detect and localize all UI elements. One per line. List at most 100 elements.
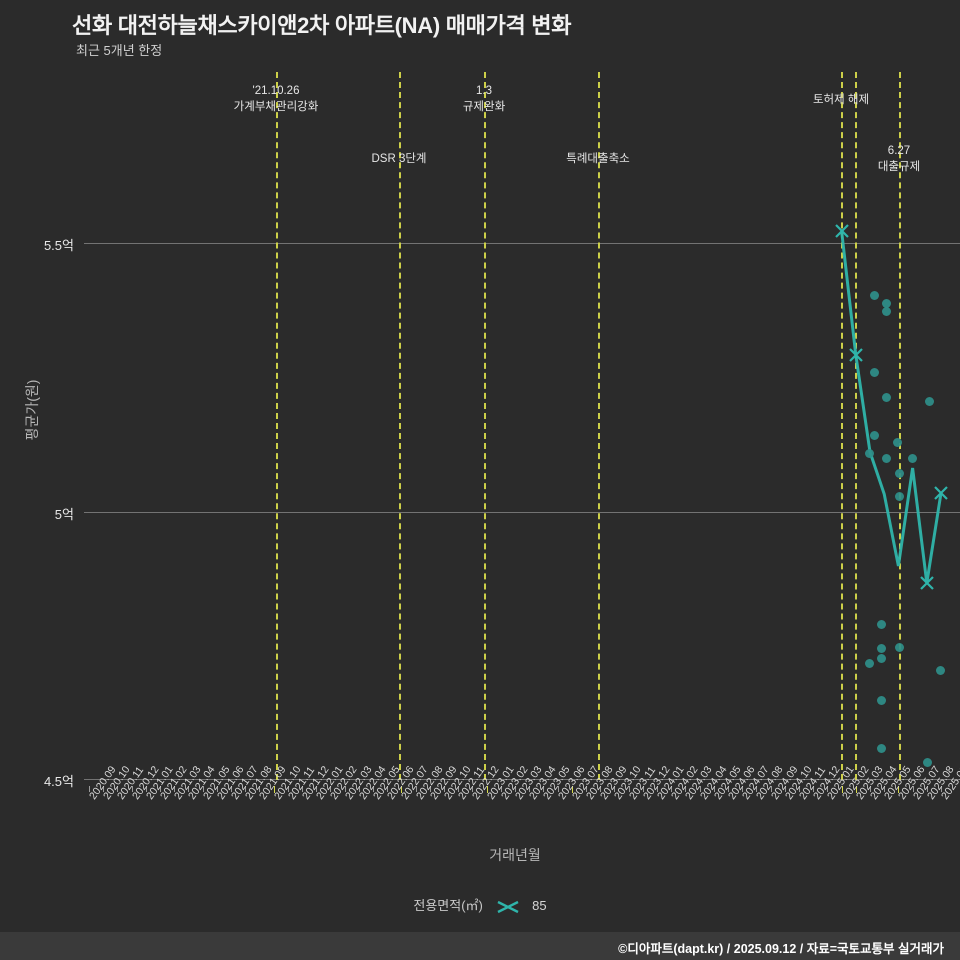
x-tick: [515, 786, 516, 792]
x-tick: [926, 786, 928, 792]
scatter-point: [894, 468, 904, 478]
annotation-label-ann-627-loan: 6.27 대출규제: [809, 144, 960, 175]
annotation-label-ann-household-debt: '21.10.26 가계부채관리강화: [186, 84, 366, 115]
x-tick: [941, 786, 942, 792]
x-tick: [713, 786, 715, 792]
annotation-text: 대출규제: [877, 160, 921, 173]
scatter-point: [869, 430, 879, 440]
x-tick: [103, 786, 105, 792]
x-tick: [373, 786, 374, 792]
scatter-point: [924, 396, 934, 406]
x-tick: [813, 786, 815, 792]
scatter-point: [935, 665, 945, 675]
legend: 전용면적(㎡) 85: [0, 895, 960, 915]
scatter-point: [869, 367, 879, 377]
x-tick: [472, 786, 474, 792]
x-tick: [770, 786, 772, 792]
x-tick: [302, 786, 303, 792]
page-title: 선화 대전하늘채스카이앤2차 아파트(NA) 매매가격 변화: [72, 13, 572, 38]
scatter-point: [907, 453, 917, 463]
gridline: [84, 779, 960, 780]
x-tick: [387, 786, 389, 792]
x-tick: [784, 786, 786, 792]
scatter-point: [876, 695, 886, 705]
scatter-point: [922, 757, 932, 767]
annotation-line-ann-dsr3: [399, 72, 401, 780]
annotation-text: 토허제 해제: [812, 94, 870, 106]
x-tick: [657, 786, 658, 792]
annotation-label-ann-loan-reduce: 특례대출축소: [508, 152, 688, 168]
y-tick-label: 4.5억: [43, 774, 74, 789]
scatter-point: [864, 658, 874, 668]
x-tick: [401, 786, 403, 793]
annotation-line-ann-627-loan: [899, 72, 901, 780]
x-marker-icon: [496, 900, 519, 913]
annotation-text: 가계부채관리강화: [233, 100, 319, 113]
x-tick: [188, 786, 190, 792]
x-tick: [742, 786, 744, 792]
annotation-line-ann-toheoje-release: [841, 72, 843, 780]
y-axis-title: 평균가(원): [24, 379, 40, 441]
x-tick: [89, 786, 90, 792]
scatter-point: [881, 298, 891, 308]
y-tick-label: 5.5억: [43, 238, 74, 253]
x-tick: [316, 786, 318, 792]
scatter-point: [876, 619, 886, 629]
annotation-date: 6.27: [887, 145, 911, 157]
scatter-point: [876, 643, 886, 653]
x-tick: [557, 786, 559, 792]
x-tick: [699, 786, 701, 792]
x-tick: [344, 786, 346, 792]
x-tick: [231, 786, 232, 792]
x-axis-title: 거래년월: [489, 847, 541, 863]
x-tick: [486, 786, 488, 793]
scatter-point: [876, 653, 886, 663]
x-tick: [429, 786, 431, 792]
scatter-point: [881, 453, 891, 463]
x-tick: [500, 786, 502, 792]
footer-bar: [0, 932, 960, 960]
x-tick: [799, 786, 800, 792]
x-tick: [117, 786, 119, 792]
annotation-label-ann-dsr3: DSR 3단계: [309, 152, 489, 168]
annotation-date: '21.10.26: [252, 85, 300, 97]
x-tick: [415, 786, 417, 792]
gridline: [84, 243, 960, 244]
annotation-text: 특례대출축소: [566, 153, 630, 165]
scatter-point: [869, 290, 879, 300]
scatter-point: [892, 437, 902, 447]
mean-marker: [834, 224, 849, 238]
mean-marker: [934, 486, 948, 500]
scatter-point: [881, 306, 891, 316]
legend-title: 전용면적(㎡): [413, 898, 483, 913]
scatter-point: [864, 448, 874, 458]
x-tick: [855, 786, 857, 793]
x-tick: [600, 786, 602, 792]
annotation-line-ann-loan-reduce: [598, 72, 600, 780]
x-tick: [912, 786, 914, 792]
x-tick: [216, 786, 218, 792]
x-tick: [330, 786, 332, 792]
scatter-point: [894, 491, 904, 501]
x-tick: [444, 786, 445, 792]
x-tick: [273, 786, 275, 793]
annotation-line-ann-toheoje-release-2: [855, 72, 857, 780]
x-tick: [202, 786, 204, 792]
x-tick: [898, 786, 900, 793]
x-tick: [543, 786, 545, 792]
x-tick: [614, 786, 616, 792]
annotation-line-ann-household-debt: [276, 72, 278, 780]
x-tick: [870, 786, 871, 792]
x-tick: [827, 786, 829, 792]
scatter-point: [881, 392, 891, 402]
annotation-date: 1.3: [476, 85, 492, 97]
x-tick: [131, 786, 133, 792]
x-tick: [287, 786, 289, 792]
mean-marker: [920, 576, 934, 590]
y-tick-label: 5억: [54, 507, 74, 522]
x-tick: [259, 786, 261, 792]
x-tick: [586, 786, 587, 792]
x-tick: [571, 786, 573, 793]
annotation-label-ann-deregulation: 1.3 규제완화: [394, 84, 574, 115]
gridline: [84, 512, 960, 513]
